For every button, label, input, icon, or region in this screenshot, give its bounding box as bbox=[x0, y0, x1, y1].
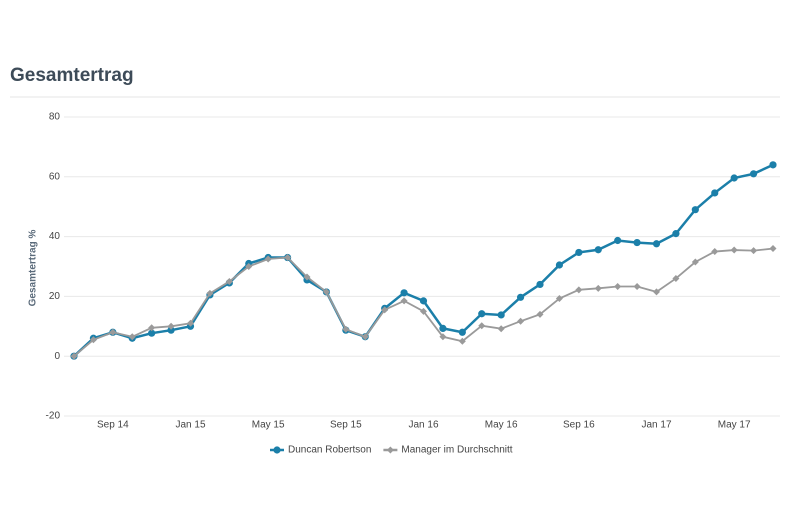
point bbox=[322, 288, 330, 296]
point bbox=[633, 283, 641, 291]
point bbox=[361, 333, 369, 341]
y-axis-title: Gesamtertrag % bbox=[28, 230, 39, 307]
x-tick-label: Sep 14 bbox=[97, 420, 129, 431]
point bbox=[536, 310, 544, 318]
y-tick-label: -20 bbox=[46, 411, 61, 422]
point bbox=[672, 230, 680, 238]
point bbox=[497, 325, 505, 333]
point bbox=[614, 283, 622, 291]
point bbox=[167, 326, 175, 334]
chart-title: Gesamtertrag bbox=[10, 65, 134, 86]
y-tick-label: 60 bbox=[49, 171, 61, 182]
point bbox=[711, 248, 719, 256]
x-tick-label: Jan 17 bbox=[641, 420, 671, 431]
point bbox=[691, 206, 699, 214]
series-line bbox=[73, 163, 774, 358]
point bbox=[206, 289, 214, 297]
point bbox=[769, 161, 777, 169]
point bbox=[439, 333, 447, 341]
point bbox=[419, 297, 428, 305]
legend-label: Manager im Durchschnitt bbox=[401, 445, 512, 456]
point bbox=[730, 246, 738, 254]
y-tick-label: 20 bbox=[49, 291, 61, 302]
x-tick-label: May 16 bbox=[485, 420, 518, 431]
point bbox=[167, 322, 175, 330]
point bbox=[594, 284, 602, 292]
point bbox=[516, 293, 525, 301]
point bbox=[575, 286, 583, 294]
point bbox=[458, 337, 466, 345]
point bbox=[555, 261, 564, 269]
x-tick-label: Jan 15 bbox=[175, 420, 205, 431]
point bbox=[109, 328, 117, 336]
point bbox=[342, 325, 350, 333]
y-tick-label: 80 bbox=[49, 112, 61, 123]
point bbox=[536, 280, 544, 289]
y-tick-label: 40 bbox=[49, 231, 61, 242]
point bbox=[245, 263, 253, 270]
point bbox=[89, 336, 97, 344]
legend-label: Duncan Robertson bbox=[288, 445, 371, 456]
point bbox=[381, 306, 389, 314]
x-tick-label: Sep 15 bbox=[330, 420, 362, 431]
point bbox=[614, 236, 622, 245]
point bbox=[439, 324, 447, 332]
point bbox=[264, 255, 272, 263]
point bbox=[652, 240, 661, 248]
point bbox=[148, 324, 156, 332]
point bbox=[225, 277, 233, 285]
x-tick-label: May 15 bbox=[252, 420, 285, 431]
point bbox=[555, 294, 563, 302]
point bbox=[633, 238, 641, 247]
point bbox=[70, 352, 78, 360]
x-tick-label: Jan 16 bbox=[408, 420, 438, 431]
point bbox=[750, 247, 758, 255]
legend-marker bbox=[273, 446, 281, 454]
point bbox=[187, 319, 194, 327]
point bbox=[517, 317, 525, 325]
point bbox=[497, 311, 505, 319]
point bbox=[711, 189, 719, 197]
point bbox=[400, 289, 408, 297]
point bbox=[400, 297, 408, 305]
point bbox=[420, 307, 427, 315]
x-tick-label: May 17 bbox=[718, 420, 751, 431]
point bbox=[672, 274, 680, 282]
point bbox=[303, 273, 311, 281]
point bbox=[769, 245, 777, 253]
point bbox=[458, 328, 466, 336]
x-tick-label: Sep 16 bbox=[563, 420, 595, 431]
point bbox=[691, 258, 699, 266]
point bbox=[128, 333, 136, 341]
legend-marker bbox=[386, 446, 394, 454]
point bbox=[594, 246, 602, 254]
point bbox=[284, 254, 292, 262]
y-tick-label: 0 bbox=[54, 351, 60, 362]
point bbox=[730, 174, 738, 182]
point bbox=[749, 170, 758, 178]
point bbox=[148, 329, 156, 337]
point bbox=[478, 322, 486, 330]
point bbox=[653, 288, 660, 296]
point bbox=[478, 310, 486, 318]
point bbox=[575, 248, 583, 257]
